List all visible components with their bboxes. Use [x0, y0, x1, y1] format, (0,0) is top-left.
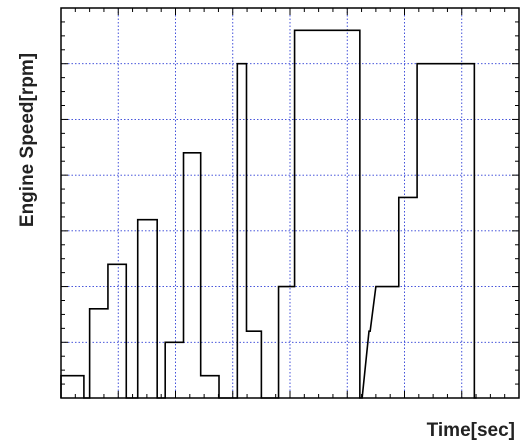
x-axis-label: Time[sec] — [427, 420, 515, 441]
axis-ticks — [60, 7, 520, 399]
engine-speed-line — [60, 29, 477, 399]
series-group — [60, 29, 477, 399]
y-axis-label: Engine Speed[rpm] — [17, 53, 38, 227]
grid — [61, 8, 519, 398]
plot-frame — [60, 7, 520, 399]
